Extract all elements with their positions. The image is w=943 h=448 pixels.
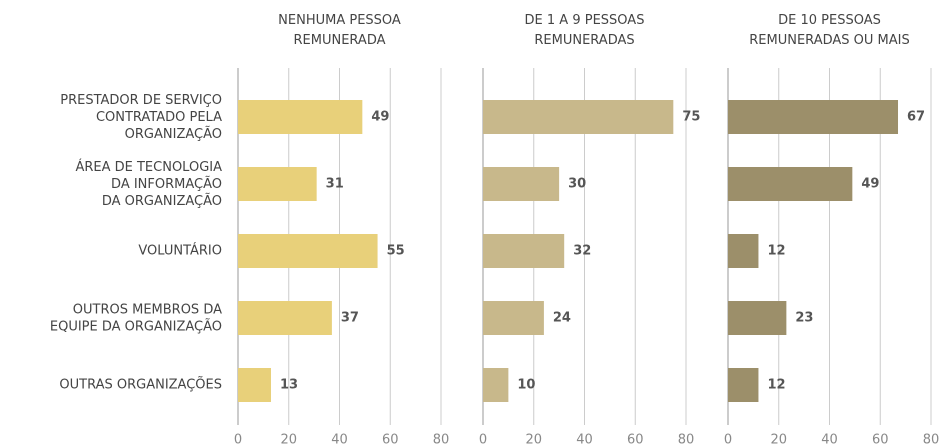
x-tick-label: 40 (821, 433, 838, 448)
value-label: 55 (387, 244, 405, 259)
value-label: 49 (861, 177, 879, 192)
x-tick-label: 20 (280, 433, 297, 448)
category-label: ÁREA DE TECNOLOGIA DA INFORMAÇÃO DA ORGANI… (75, 159, 222, 209)
panel-title: DE 10 PESSOAS REMUNERADAS OU MAIS (749, 13, 909, 48)
bar (238, 368, 271, 402)
bar (238, 167, 317, 201)
value-label: 75 (682, 110, 700, 125)
value-label: 24 (553, 311, 571, 326)
category-label: PRESTADOR DE SERVIÇO CONTRATADO PELA ORGAN… (60, 93, 222, 142)
bar (238, 100, 363, 134)
x-tick-label: 80 (923, 433, 940, 448)
panel-title: NENHUMA PESSOA REMUNERADA (278, 13, 401, 48)
value-label: 12 (767, 378, 785, 393)
x-tick-label: 80 (433, 433, 450, 448)
bar (483, 368, 509, 402)
x-tick-label: 20 (525, 433, 542, 448)
value-label: 10 (517, 378, 535, 393)
bar (728, 301, 787, 335)
value-label: 32 (573, 244, 591, 259)
value-label: 13 (280, 378, 298, 393)
bar (483, 234, 565, 268)
x-tick-label: 60 (872, 433, 889, 448)
x-tick-label: 40 (576, 433, 593, 448)
value-label: 31 (326, 177, 344, 192)
bar (728, 234, 759, 268)
x-tick-label: 20 (770, 433, 787, 448)
bar (238, 301, 332, 335)
x-tick-label: 60 (382, 433, 399, 448)
x-tick-label: 60 (627, 433, 644, 448)
value-label: 49 (371, 110, 389, 125)
x-tick-label: 40 (331, 433, 348, 448)
x-tick-label: 0 (724, 433, 732, 448)
bar (483, 301, 544, 335)
bar (728, 368, 759, 402)
bar (238, 234, 378, 268)
value-label: 30 (568, 177, 586, 192)
value-label: 67 (907, 110, 925, 125)
category-label: OUTRAS ORGANIZAÇÕES (59, 377, 222, 393)
x-tick-label: 80 (678, 433, 695, 448)
value-label: 37 (341, 311, 359, 326)
bar (483, 167, 560, 201)
value-label: 12 (767, 244, 785, 259)
x-tick-label: 0 (479, 433, 487, 448)
category-label: VOLUNTÁRIO (138, 243, 222, 259)
bar (728, 100, 899, 134)
bar (483, 100, 674, 134)
value-label: 23 (795, 311, 813, 326)
category-label: OUTROS MEMBROS DA EQUIPE DA ORGANIZAÇÃO (50, 302, 222, 334)
panel-title: DE 1 A 9 PESSOAS REMUNERADAS (525, 13, 645, 48)
bar (728, 167, 853, 201)
x-tick-label: 0 (234, 433, 242, 448)
